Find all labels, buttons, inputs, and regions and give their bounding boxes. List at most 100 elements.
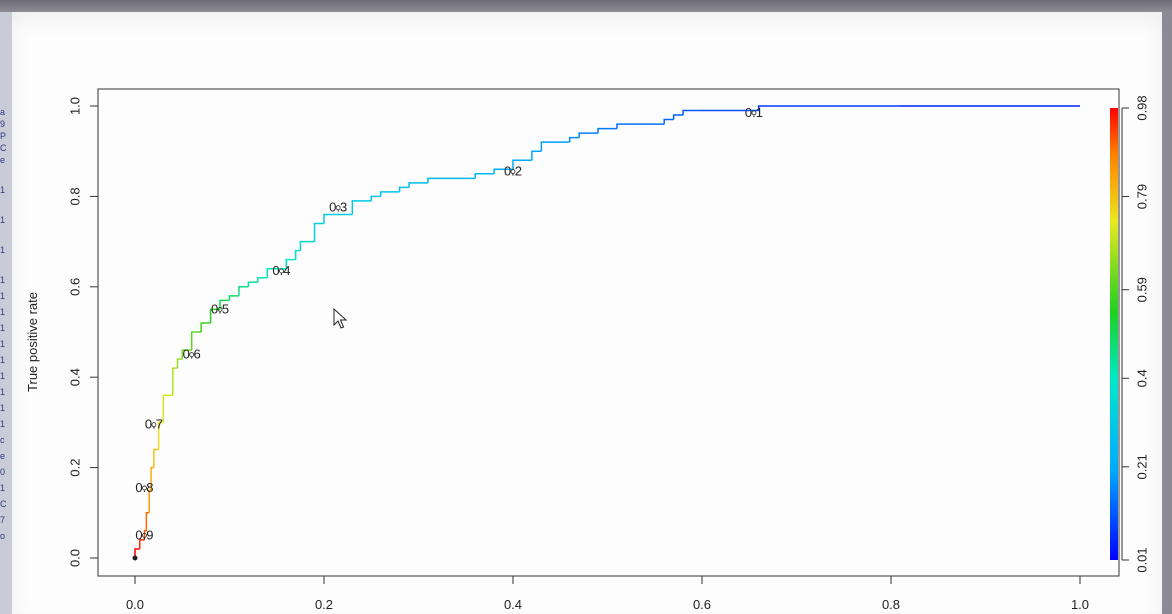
- roc-step-segment: [427, 177, 476, 183]
- background-text-fragment: 1: [0, 339, 6, 349]
- roc-step-segment: [531, 150, 542, 161]
- roc-step-segment: [351, 200, 372, 215]
- colorbar-tick-label: 0.4: [1135, 369, 1150, 387]
- threshold-label: 0.4: [272, 263, 290, 278]
- background-text-fragment: 1: [0, 275, 6, 285]
- window-top-bar: [0, 0, 1172, 12]
- threshold-label: 0.8: [135, 480, 153, 495]
- background-text-fragment: 1: [0, 323, 6, 333]
- roc-step-segment: [757, 105, 901, 111]
- roc-step-segment: [682, 109, 702, 116]
- roc-step-segment: [266, 267, 287, 278]
- background-text-fragment: P: [0, 131, 7, 141]
- background-text-fragment: 1: [0, 419, 6, 429]
- threshold-label: 0.5: [211, 301, 229, 316]
- colorbar-tick-label: 0.59: [1135, 277, 1150, 302]
- roc-step-segment: [162, 394, 173, 423]
- x-tick-label: 1.0: [1071, 597, 1089, 612]
- threshold-point: [151, 422, 157, 428]
- colorbar-tick-label: 0.98: [1135, 95, 1150, 120]
- roc-step-segment: [370, 195, 381, 201]
- roc-step-segment: [568, 136, 580, 143]
- threshold-point: [335, 205, 341, 211]
- roc-step-segment: [238, 286, 249, 296]
- threshold-point: [217, 306, 223, 312]
- colorbar-tick-label: 0.79: [1135, 184, 1150, 209]
- roc-step-segment: [512, 159, 532, 170]
- background-text-fragment: 9: [0, 119, 6, 129]
- roc-start-point: [132, 555, 138, 561]
- roc-step-segment: [134, 548, 140, 558]
- threshold-point: [751, 110, 757, 116]
- background-text-fragment: C: [0, 143, 7, 153]
- roc-step-segment: [578, 132, 599, 138]
- threshold-label: 0.1: [745, 105, 763, 120]
- threshold-labels: 0.9 0.8 0.7 0.6 0.5 0.4 0.3 0.2 0.1: [135, 105, 763, 543]
- threshold-point: [189, 352, 195, 358]
- roc-step-segment: [200, 322, 211, 332]
- roc-curve: [132, 105, 1080, 561]
- x-tick-label: 0.2: [315, 597, 333, 612]
- roc-step-segment: [672, 114, 684, 120]
- background-text-fragment: 1: [0, 371, 6, 381]
- x-tick-label: 0.4: [504, 597, 522, 612]
- roc-step-segment: [257, 277, 268, 283]
- y-tick-label: 1.0: [68, 97, 83, 115]
- colorbar-tick-label: 0.21: [1135, 454, 1150, 479]
- y-axis: 0.0 0.2 0.4 0.6 0.8 1.0: [68, 97, 99, 567]
- roc-step-segment: [190, 331, 202, 351]
- background-text-fragment: c: [0, 435, 5, 445]
- background-text-fragment: 1: [0, 355, 6, 365]
- roc-step-segment: [219, 299, 230, 310]
- y-tick-label: 0.8: [68, 187, 83, 205]
- x-tick-label: 0.8: [882, 597, 900, 612]
- y-tick-label: 0.4: [68, 368, 83, 386]
- plot-frame: [97, 88, 1120, 577]
- background-text-fragment: 1: [0, 291, 6, 301]
- roc-step-segment: [540, 141, 570, 152]
- threshold-point: [142, 485, 147, 491]
- background-text-fragment: e: [0, 155, 6, 165]
- roc-step-segment: [294, 249, 301, 260]
- threshold-point: [510, 169, 516, 174]
- roc-step-segment: [247, 281, 258, 287]
- window-right-edge: [1162, 12, 1172, 614]
- roc-step-segment: [474, 173, 495, 179]
- background-text-fragment: 1: [0, 307, 6, 317]
- background-text-fragment: 1: [0, 185, 6, 195]
- roc-step-segment: [228, 295, 239, 301]
- roc-step-segment: [172, 367, 178, 396]
- threshold-point: [142, 533, 147, 538]
- roc-step-segment: [313, 222, 324, 242]
- background-text-fragment: e: [0, 451, 6, 461]
- y-tick-label: 0.0: [68, 549, 83, 567]
- y-tick-label: 0.2: [68, 459, 83, 477]
- background-text-fragment: 1: [0, 245, 6, 255]
- background-text-fragment: o: [0, 531, 6, 541]
- threshold-label: 0.7: [145, 417, 163, 432]
- background-text-fragment: 7: [0, 515, 6, 525]
- roc-step-segment: [493, 168, 513, 174]
- roc-step-segment: [153, 448, 159, 468]
- background-text-fragment: 1: [0, 215, 6, 225]
- plot-window: 0.0 0.2 0.4 0.6 0.8 1.0 0.0 0.2 0.4 0.6 0.8 1.0 Tr…: [12, 12, 1162, 614]
- roc-step-segment: [379, 191, 400, 197]
- colorbar: [1110, 108, 1118, 560]
- mouse-cursor-icon: [333, 307, 348, 329]
- roc-step-segment: [138, 539, 145, 549]
- roc-step-segment: [299, 240, 315, 251]
- background-text-fragment: C: [0, 499, 7, 509]
- roc-step-segment: [157, 421, 164, 450]
- roc-step-segment: [616, 123, 665, 129]
- background-text-fragment: 1: [0, 483, 6, 493]
- background-text-fragment: 1: [0, 403, 6, 413]
- roc-step-segment: [285, 258, 296, 269]
- threshold-label: 0.6: [183, 347, 201, 362]
- background-text-fragment: a: [0, 107, 6, 117]
- roc-step-segment: [150, 466, 154, 491]
- roc-step-segment: [408, 182, 428, 188]
- roc-step-segment: [663, 118, 674, 125]
- threshold-label: 0.3: [329, 200, 347, 215]
- background-text-fragment: 0: [0, 467, 6, 477]
